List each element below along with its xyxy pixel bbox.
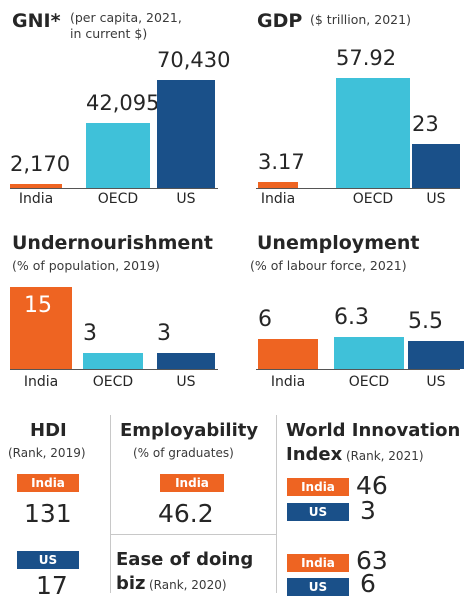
ease-title-line2: biz [116, 573, 146, 594]
undernourishment-axis [10, 369, 218, 370]
value-label-oecd: 6.3 [334, 305, 369, 330]
hdi-us-badge: US [17, 551, 79, 569]
innovation-us-badge: US [287, 503, 349, 521]
tick-label-oecd: OECD [92, 374, 134, 390]
bar-india [10, 184, 62, 188]
tick-label-india: India [18, 191, 54, 207]
value-label-oecd: 42,095 [86, 91, 160, 116]
tick-label-us: US [426, 374, 446, 390]
ease-title-line1: Ease of doing [116, 549, 254, 570]
ease-us-value: 6 [360, 569, 376, 598]
hdi-subtitle: (Rank, 2019) [8, 446, 86, 460]
value-label-oecd: 57.92 [336, 46, 397, 70]
bar-oecd [86, 123, 150, 188]
value-label-us: 5.5 [408, 309, 443, 335]
employability-india-badge: India [160, 474, 224, 492]
tick-label-us: US [176, 374, 196, 390]
bar-us [157, 352, 215, 369]
tick-label-us: US [426, 191, 446, 207]
value-label-india: 6 [258, 306, 272, 332]
hdi-india-badge: India [17, 474, 79, 492]
tick-label-india: India [23, 374, 59, 390]
hdi-title: HDI [30, 420, 67, 441]
gdp-axis [256, 188, 460, 189]
bar-oecd [336, 78, 410, 188]
ease-india-value: 63 [356, 546, 388, 575]
undernourishment-subtitle: (% of population, 2019) [12, 258, 160, 273]
value-label-us: 23 [412, 112, 439, 137]
divider-ease [110, 534, 276, 535]
unemployment-title: Unemployment [257, 232, 420, 254]
undernourishment-title: Undernourishment [12, 232, 213, 254]
value-label-us: 3 [157, 320, 171, 346]
innovation-india-value: 46 [356, 471, 388, 500]
gdp-title: GDP [257, 10, 303, 32]
unemployment-axis [256, 369, 460, 370]
bar-oecd [83, 352, 143, 369]
gni-subtitle-line2: in current $) [70, 26, 148, 41]
gni-subtitle-line1: (per capita, 2021, [70, 10, 182, 25]
bar-us [408, 341, 464, 369]
value-label-india: 3.17 [258, 149, 305, 174]
bar-india [10, 287, 72, 369]
hdi-india-value: 131 [24, 499, 72, 528]
tick-label-oecd: OECD [352, 191, 394, 207]
divider-innovation [276, 415, 277, 593]
employability-india-value: 46.2 [158, 499, 214, 528]
tick-label-india: India [260, 191, 296, 207]
ease-us-badge: US [287, 578, 349, 596]
bar-india [258, 338, 318, 369]
tick-label-oecd: OECD [348, 374, 390, 390]
innovation-subtitle: (Rank, 2021) [346, 449, 424, 463]
value-label-india: 2,170 [10, 152, 71, 176]
gni-axis [10, 188, 218, 189]
divider-hdi [110, 415, 111, 593]
employability-title: Employability [120, 420, 259, 441]
gni-title: GNI* [12, 10, 61, 32]
tick-label-india: India [270, 374, 306, 390]
innovation-india-badge: India [287, 478, 349, 496]
innovation-us-value: 3 [360, 496, 376, 525]
ease-india-badge: India [287, 554, 349, 572]
gdp-subtitle: ($ trillion, 2021) [310, 12, 411, 27]
hdi-us-value: 17 [36, 571, 68, 600]
employability-subtitle: (% of graduates) [133, 446, 234, 460]
bar-us [157, 80, 215, 188]
bar-india [258, 181, 298, 188]
bar-oecd [334, 337, 404, 369]
innovation-title-line1: World Innovation [286, 420, 461, 441]
ease-subtitle: (Rank, 2020) [149, 578, 227, 592]
bar-us [412, 144, 460, 188]
value-label-us: 70,430 [157, 48, 231, 72]
tick-label-us: US [176, 191, 196, 207]
unemployment-subtitle: (% of labour force, 2021) [250, 258, 407, 273]
innovation-title-line2: Index [286, 444, 343, 465]
tick-label-oecd: OECD [97, 191, 139, 207]
value-label-india: 15 [24, 293, 52, 318]
value-label-oecd: 3 [83, 320, 97, 346]
